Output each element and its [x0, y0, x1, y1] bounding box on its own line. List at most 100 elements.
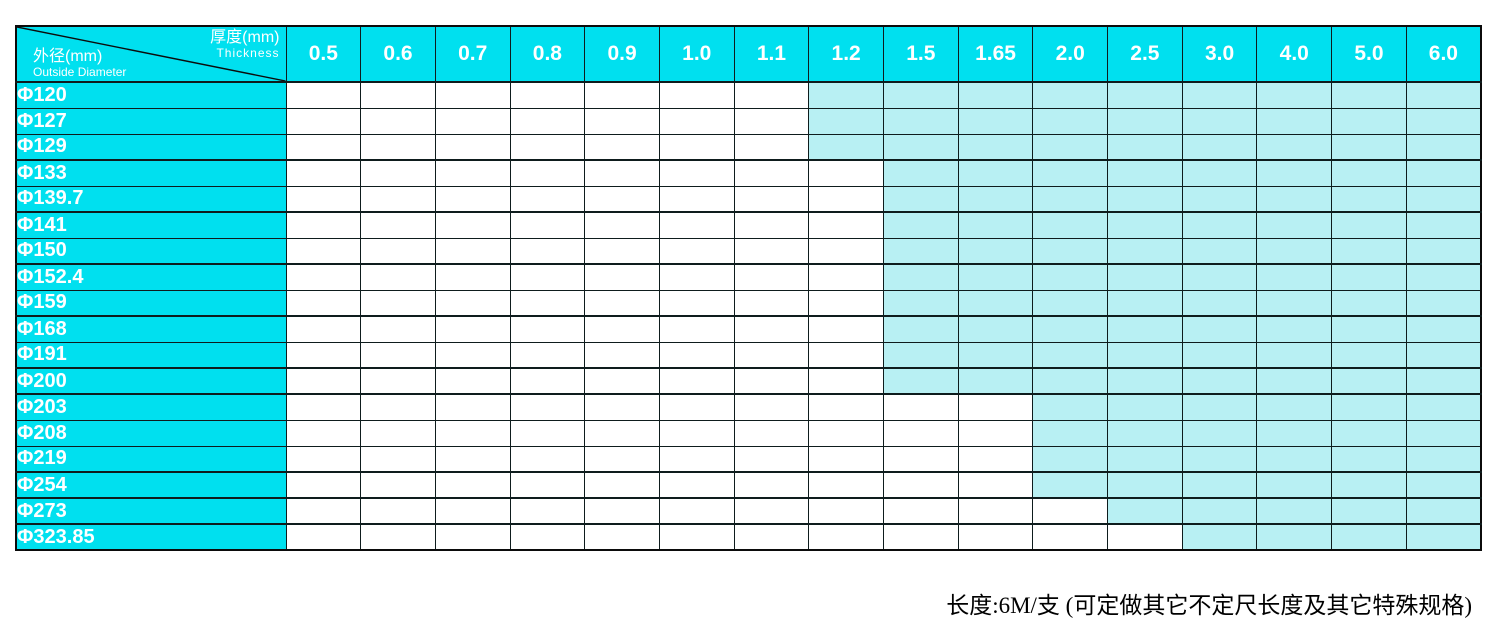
- availability-cell-empty: [285, 341, 362, 369]
- availability-cell-available: [1256, 211, 1333, 239]
- thickness-header-cell: 0.6: [360, 25, 436, 83]
- availability-cell-empty: [808, 523, 884, 551]
- availability-cell-empty: [733, 341, 810, 369]
- availability-cell-empty: [808, 341, 884, 369]
- availability-cell-available: [1181, 419, 1258, 447]
- availability-cell-empty: [509, 471, 586, 499]
- availability-cell-available: [1256, 445, 1333, 473]
- availability-cell-empty: [808, 289, 884, 317]
- thickness-header-cell: 5.0: [1331, 25, 1407, 83]
- thickness-header-cell: 6.0: [1405, 25, 1482, 83]
- availability-cell-available: [1181, 263, 1258, 291]
- availability-cell-available: [1181, 211, 1258, 239]
- availability-cell-empty: [808, 211, 884, 239]
- availability-cell-empty: [584, 393, 660, 421]
- diameter-label-cell: Φ152.4: [15, 263, 287, 291]
- thickness-header-cell: 2.0: [1032, 25, 1109, 83]
- availability-cell-available: [1256, 185, 1333, 213]
- diagonal-divider-line: [17, 27, 286, 81]
- availability-cell-available: [1032, 237, 1109, 265]
- availability-cell-empty: [658, 497, 735, 525]
- spec-row: Φ152.4: [15, 263, 1482, 291]
- availability-cell-available: [1331, 237, 1407, 265]
- availability-cell-available: [1256, 367, 1333, 395]
- availability-cell-empty: [658, 211, 735, 239]
- availability-cell-available: [1107, 497, 1183, 525]
- availability-cell-available: [1331, 107, 1407, 135]
- availability-cell-available: [1256, 107, 1333, 135]
- availability-cell-empty: [434, 289, 511, 317]
- availability-cell-available: [1181, 523, 1258, 551]
- diameter-label-cell: Φ150: [15, 237, 287, 265]
- availability-cell-available: [1256, 133, 1333, 161]
- thickness-axis-label: 厚度(mm) Thickness: [210, 29, 279, 61]
- availability-cell-available: [1256, 471, 1333, 499]
- availability-cell-empty: [360, 341, 436, 369]
- availability-cell-empty: [883, 497, 959, 525]
- availability-cell-empty: [360, 471, 436, 499]
- availability-cell-empty: [733, 159, 810, 187]
- availability-cell-empty: [360, 133, 436, 161]
- availability-cell-available: [1107, 471, 1183, 499]
- diameter-label-cell: Φ120: [15, 81, 287, 109]
- availability-cell-empty: [957, 445, 1034, 473]
- availability-cell-empty: [285, 471, 362, 499]
- availability-cell-empty: [434, 367, 511, 395]
- availability-cell-empty: [658, 237, 735, 265]
- availability-cell-available: [957, 81, 1034, 109]
- availability-cell-empty: [509, 419, 586, 447]
- availability-cell-available: [1405, 107, 1482, 135]
- thickness-header-cell: 1.0: [658, 25, 735, 83]
- availability-cell-empty: [658, 81, 735, 109]
- thickness-header-cell: 0.7: [434, 25, 511, 83]
- availability-cell-empty: [285, 393, 362, 421]
- availability-cell-empty: [584, 159, 660, 187]
- availability-cell-empty: [733, 263, 810, 291]
- availability-cell-available: [883, 211, 959, 239]
- diameter-label-cell: Φ129: [15, 133, 287, 161]
- availability-cell-empty: [285, 497, 362, 525]
- availability-cell-empty: [808, 237, 884, 265]
- availability-cell-empty: [285, 159, 362, 187]
- availability-cell-available: [1405, 263, 1482, 291]
- availability-cell-available: [1032, 133, 1109, 161]
- availability-cell-empty: [434, 523, 511, 551]
- availability-cell-empty: [883, 445, 959, 473]
- availability-cell-available: [1181, 289, 1258, 317]
- diameter-label-cell: Φ323.85: [15, 523, 287, 551]
- availability-cell-empty: [360, 263, 436, 291]
- availability-cell-empty: [509, 315, 586, 343]
- corner-cell-inner: 厚度(mm) Thickness 外径(mm) Outside Diameter: [17, 27, 286, 81]
- availability-cell-empty: [883, 523, 959, 551]
- thickness-header-cell: 1.1: [733, 25, 810, 83]
- availability-cell-empty: [584, 81, 660, 109]
- availability-cell-available: [1181, 497, 1258, 525]
- diameter-label-cell: Φ133: [15, 159, 287, 187]
- availability-cell-empty: [658, 107, 735, 135]
- availability-cell-available: [957, 237, 1034, 265]
- availability-cell-empty: [509, 107, 586, 135]
- thickness-header-cell: 1.2: [808, 25, 884, 83]
- availability-cell-empty: [733, 497, 810, 525]
- availability-cell-empty: [733, 107, 810, 135]
- diameter-label-cell: Φ208: [15, 419, 287, 447]
- availability-cell-empty: [883, 419, 959, 447]
- availability-cell-empty: [360, 367, 436, 395]
- availability-cell-empty: [733, 471, 810, 499]
- availability-cell-empty: [733, 367, 810, 395]
- availability-cell-available: [1405, 419, 1482, 447]
- availability-cell-empty: [434, 497, 511, 525]
- thickness-header-cell: 2.5: [1107, 25, 1183, 83]
- availability-cell-empty: [733, 211, 810, 239]
- availability-cell-empty: [509, 237, 586, 265]
- availability-cell-empty: [658, 315, 735, 343]
- availability-cell-available: [1331, 159, 1407, 187]
- availability-cell-available: [1181, 445, 1258, 473]
- availability-cell-available: [1181, 393, 1258, 421]
- availability-cell-available: [1181, 107, 1258, 135]
- availability-cell-available: [808, 133, 884, 161]
- availability-cell-empty: [285, 133, 362, 161]
- availability-cell-available: [1331, 393, 1407, 421]
- availability-cell-empty: [1032, 497, 1109, 525]
- availability-cell-empty: [285, 211, 362, 239]
